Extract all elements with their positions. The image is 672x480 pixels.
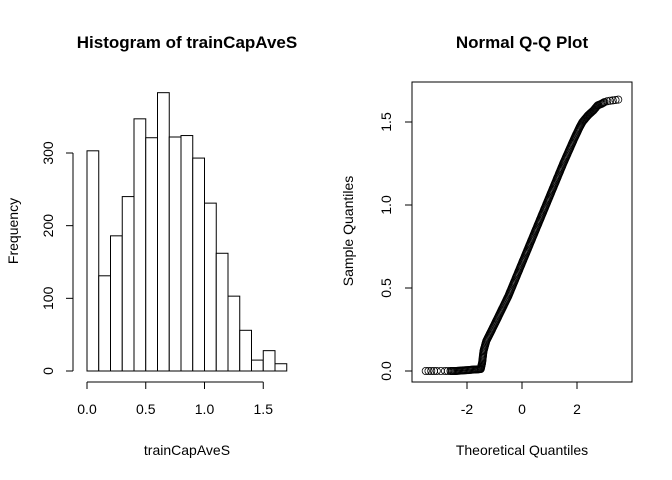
qq-point [598,99,607,108]
histogram-x-tick-label: 0.5 [136,401,156,417]
histogram-bar [227,295,241,372]
histogram-bar [86,150,100,372]
histogram-bars [86,92,288,372]
qq-point [432,366,441,375]
histogram-y-axis: 0 100 200 300 [40,141,74,375]
qq-point [421,366,430,375]
histogram-panel: Histogram of trainCapAveS 0.0 0.5 1.0 1.5 0… [5,33,297,458]
qq-y-tick-label: 1.5 [378,112,394,132]
histogram-bar [121,196,135,372]
histogram-bar [204,202,217,372]
histogram-y-tick-label: 300 [40,141,56,165]
histogram-x-tick-label: 1.5 [254,401,274,417]
qq-panel: Normal Q-Q Plot -2 0 2 0.0 0.5 1.0 1.5 Theore… [340,33,633,458]
qq-y-axis-label: Sample Quantiles [340,176,356,287]
qq-points [421,95,623,375]
qq-y-tick-label: 0.5 [378,278,394,298]
qq-x-axis: -2 0 2 [461,381,581,417]
qq-plot-frame [411,81,633,383]
histogram-bar [192,157,205,372]
histogram-bar [98,275,111,372]
qq-point [603,97,612,106]
qq-y-axis: 0.0 0.5 1.0 1.5 [378,112,413,381]
qq-point [611,96,620,105]
histogram-x-tick-label: 0.0 [77,401,97,417]
qq-y-tick-label: 1.0 [378,195,394,215]
histogram-x-axis: 0.0 0.5 1.0 1.5 [77,381,274,417]
histogram-bar [168,136,182,372]
qq-point [436,366,445,375]
histogram-y-tick-label: 100 [40,286,56,310]
histogram-bar [157,92,170,372]
histogram-bar [145,137,158,372]
qq-x-tick-label: -2 [461,401,474,417]
histogram-bar [251,359,264,372]
histogram-y-tick-label: 0 [40,367,56,375]
qq-y-tick-label: 0.0 [378,361,394,381]
qq-x-axis-label: Theoretical Quantiles [456,442,588,458]
qq-point [427,366,436,375]
histogram-bar [180,135,194,372]
histogram-title: Histogram of trainCapAveS [77,33,297,52]
histogram-bar [239,329,252,372]
qq-point [614,95,623,104]
histogram-bar [274,363,288,372]
histogram-bar [262,350,276,372]
qq-point [597,99,606,108]
histogram-bar [110,235,123,372]
qq-x-tick-label: 2 [573,401,581,417]
qq-point [424,366,433,375]
histogram-bar [133,118,147,372]
histogram-bar [215,252,229,372]
qq-point [606,96,615,105]
histogram-x-tick-label: 1.0 [195,401,215,417]
qq-point [608,96,617,105]
histogram-y-axis-label: Frequency [5,198,21,264]
histogram-x-axis-label: trainCapAveS [144,442,230,458]
qq-x-tick-label: 0 [518,401,526,417]
histogram-y-tick-label: 200 [40,214,56,238]
qq-point [440,366,449,375]
qq-title: Normal Q-Q Plot [456,33,589,52]
